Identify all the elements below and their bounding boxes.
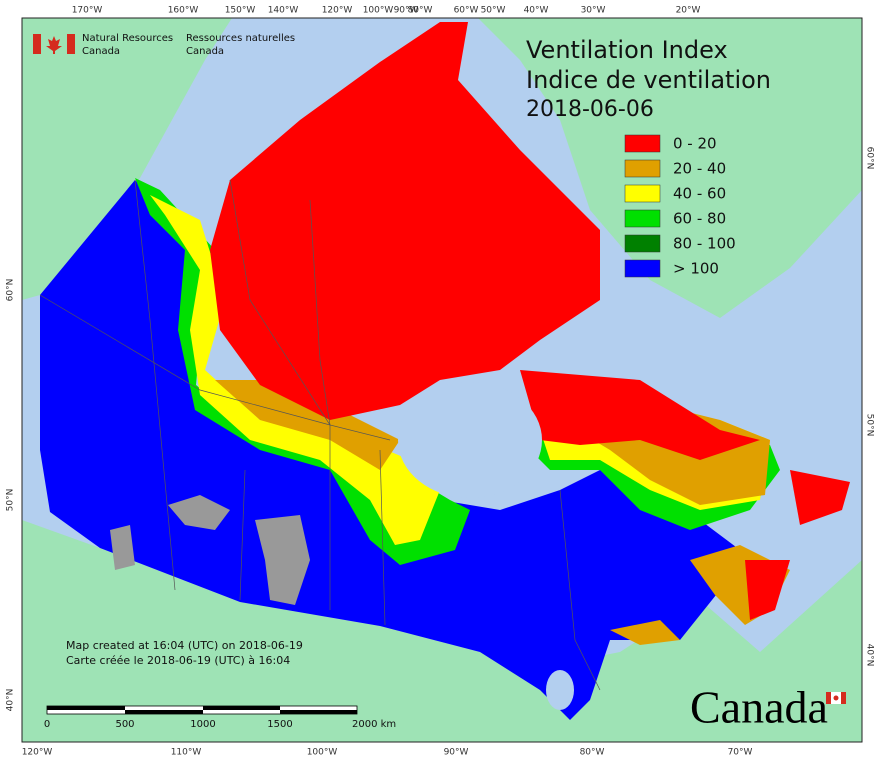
province-border — [229, 179, 331, 610]
wordmark-flag — [833, 695, 839, 701]
longitude-label: 150°W — [225, 6, 256, 16]
longitude-label: 40°W — [524, 6, 549, 16]
ventilation-zones — [40, 22, 850, 720]
scale-label: 1500 — [267, 719, 292, 730]
alaska — [22, 18, 232, 300]
legend-swatch — [624, 209, 661, 228]
scale-label: 0 — [44, 719, 50, 730]
province-border — [379, 449, 386, 626]
latitude-label: 60°N — [6, 279, 16, 302]
territory-border — [39, 294, 331, 426]
longitude-label: 170°W — [72, 6, 103, 16]
longitude-label: 50°W — [481, 6, 506, 16]
note: Carte créée le 2018-06-19 (UTC) à 16:04 — [66, 654, 290, 667]
maple-leaf — [46, 36, 62, 54]
province-border — [134, 179, 176, 591]
longitude-label: 90°W — [394, 6, 419, 16]
department-en: Natural Resources — [82, 33, 173, 44]
wordmark: Canada — [690, 682, 828, 733]
zone-red — [210, 22, 600, 420]
department-en: Canada — [82, 46, 120, 57]
legend-label: 0 - 20 — [673, 135, 717, 153]
legend-swatch — [624, 159, 661, 178]
map-date: 2018-06-06 — [526, 97, 654, 122]
legend-label: 80 - 100 — [673, 235, 736, 253]
scale-label: 2000 km — [352, 719, 396, 730]
latitude-label: 50°N — [865, 414, 875, 437]
map-title: Ventilation Index — [526, 36, 728, 64]
longitude-label: 80°W — [580, 748, 605, 758]
legend-swatch — [624, 184, 661, 203]
province-border — [239, 469, 246, 601]
legend-swatch — [624, 234, 661, 253]
longitude-label: 160°W — [168, 6, 199, 16]
zone-orange — [610, 620, 680, 645]
wordmark-flag — [841, 692, 846, 704]
hudson-bay — [398, 382, 542, 498]
longitude-label: 80°W — [408, 6, 433, 16]
longitude-label: 120°W — [322, 6, 353, 16]
latitude-label: 40°N — [6, 689, 16, 712]
zone-blue — [40, 180, 740, 720]
graticule-labels: 170°W 160°W 150°W 140°W 120°W 100°W 90°W80°W 60… — [6, 6, 875, 758]
flag-bar — [33, 34, 41, 54]
borders — [39, 179, 601, 691]
flag-bar — [67, 34, 75, 54]
province-border — [559, 489, 601, 691]
longitude-label: 140°W — [268, 6, 299, 16]
legend-swatch — [624, 259, 661, 278]
longitude-label: 20°W — [676, 6, 701, 16]
legend-label: 20 - 40 — [673, 160, 726, 178]
united-states — [22, 520, 862, 742]
scale-bar: 0 500 1000 1500 2000 km — [44, 705, 396, 730]
zone-orange — [215, 380, 400, 470]
legend-label: > 100 — [673, 260, 719, 278]
longitude-label: 120°W — [22, 748, 53, 758]
legend-label: 60 - 80 — [673, 210, 726, 228]
scale-segment — [125, 710, 203, 714]
longitude-label: 100°W — [307, 748, 338, 758]
department-fr: Ressources naturelles — [186, 33, 295, 44]
longitude-label: 60°W — [454, 6, 479, 16]
scale-segment — [203, 706, 280, 710]
zone-red — [745, 560, 790, 620]
scale-label: 500 — [115, 719, 134, 730]
scale-label: 1000 — [190, 719, 215, 730]
legend: 0 - 20 20 - 40 40 - 60 60 - 80 80 - 100 > 100 — [624, 134, 736, 278]
scale-segment — [47, 706, 125, 710]
legend-label: 40 - 60 — [673, 185, 726, 203]
zone-gray — [110, 525, 135, 570]
longitude-label: 100°W — [363, 6, 394, 16]
zone-red — [790, 470, 850, 525]
note: Map created at 16:04 (UTC) on 2018-06-19 — [66, 639, 303, 652]
great-lakes — [546, 670, 574, 710]
department-fr: Canada — [186, 46, 224, 57]
longitude-label: 110°W — [171, 748, 202, 758]
longitude-label: 90°W — [444, 748, 469, 758]
zone-red — [520, 370, 760, 460]
latitude-label: 40°N — [865, 644, 875, 667]
zone-gray — [168, 495, 230, 530]
map-frame — [21, 17, 863, 743]
legend-swatch — [624, 134, 661, 153]
latitude-label: 60°N — [865, 147, 875, 170]
wordmark-flag — [826, 692, 831, 704]
zone-gray — [255, 515, 310, 605]
greenland — [478, 18, 862, 318]
territory-border — [309, 199, 391, 441]
latitude-label: 50°N — [6, 489, 16, 512]
map-title: Indice de ventilation — [526, 66, 771, 94]
longitude-label: 70°W — [728, 748, 753, 758]
scale-segment — [280, 710, 357, 714]
longitude-label: 30°W — [581, 6, 606, 16]
